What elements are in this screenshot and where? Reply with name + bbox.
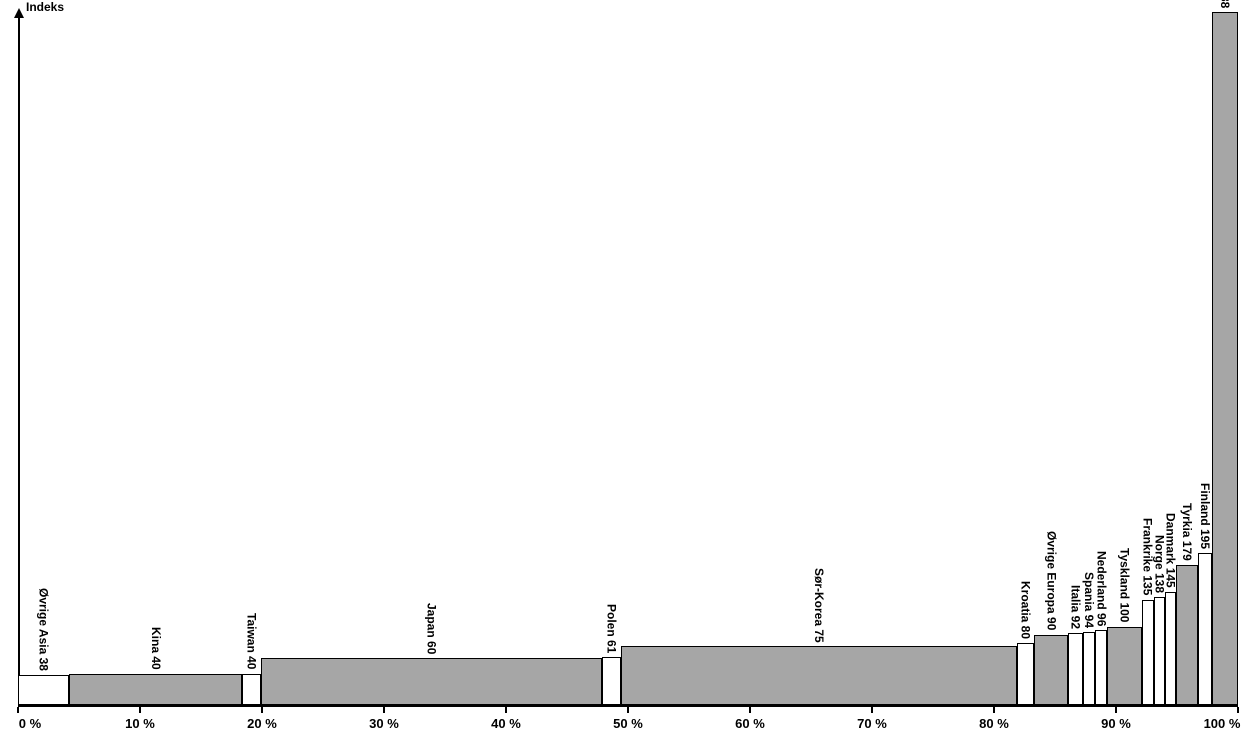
bar-label: Japan 60 bbox=[425, 603, 439, 654]
bar-label: Øvrige Europa 90 bbox=[1044, 531, 1058, 630]
bar bbox=[1095, 630, 1107, 705]
x-tick-label: 30 % bbox=[369, 716, 399, 731]
bar-label: Tyskland 100 bbox=[1118, 548, 1132, 622]
bar bbox=[602, 657, 620, 705]
bar-label: Sør-Korea 75 bbox=[812, 568, 826, 643]
bar-label: Italia 92 bbox=[1069, 585, 1083, 629]
bar bbox=[1017, 643, 1034, 705]
bar-label: Kina 40 bbox=[149, 627, 163, 670]
bar bbox=[69, 674, 242, 705]
x-tick-label: 100 % bbox=[1204, 716, 1241, 731]
x-tick bbox=[17, 707, 19, 713]
x-tick bbox=[139, 707, 141, 713]
bar bbox=[261, 658, 603, 705]
bar-label: USA 888 bbox=[1218, 0, 1232, 8]
bar bbox=[1034, 635, 1068, 705]
bar-label: Nederland 96 bbox=[1094, 551, 1108, 626]
x-tick-label: 60 % bbox=[735, 716, 765, 731]
x-tick bbox=[383, 707, 385, 713]
x-tick bbox=[1237, 707, 1239, 713]
x-tick-label: 40 % bbox=[491, 716, 521, 731]
bar bbox=[1068, 633, 1083, 705]
bar bbox=[1198, 553, 1213, 705]
bar bbox=[1154, 597, 1165, 705]
bar bbox=[242, 674, 260, 705]
bar-label: Taiwan 40 bbox=[245, 613, 259, 669]
bar bbox=[1083, 632, 1095, 705]
x-tick bbox=[261, 707, 263, 713]
x-tick-label: 80 % bbox=[979, 716, 1009, 731]
bar bbox=[621, 646, 1018, 705]
chart-container: Indeks 0 %10 %20 %30 %40 %50 %60 %70 %80… bbox=[0, 0, 1250, 741]
x-tick-label: 0 % bbox=[19, 716, 41, 731]
x-tick-label: 10 % bbox=[125, 716, 155, 731]
bar-label: Tyrkia 179 bbox=[1180, 503, 1194, 561]
bar bbox=[1142, 600, 1154, 705]
x-tick-label: 20 % bbox=[247, 716, 277, 731]
plot-area: 0 %10 %20 %30 %40 %50 %60 %70 %80 %90 %1… bbox=[18, 12, 1238, 707]
bar bbox=[1107, 627, 1141, 705]
bar-label: Øvrige Asia 38 bbox=[37, 588, 51, 671]
bar-label: Polen 61 bbox=[605, 604, 619, 653]
x-tick bbox=[993, 707, 995, 713]
x-tick bbox=[627, 707, 629, 713]
bar bbox=[18, 675, 69, 705]
bar bbox=[1165, 592, 1176, 705]
y-axis-arrow-icon bbox=[14, 8, 24, 18]
bar bbox=[1212, 12, 1238, 705]
x-tick bbox=[871, 707, 873, 713]
x-tick bbox=[1115, 707, 1117, 713]
x-tick-label: 50 % bbox=[613, 716, 643, 731]
y-axis-line bbox=[18, 12, 20, 707]
bar-label: Kroatia 80 bbox=[1019, 581, 1033, 639]
bar-label: Finland 195 bbox=[1198, 483, 1212, 549]
x-tick bbox=[505, 707, 507, 713]
x-tick-label: 90 % bbox=[1101, 716, 1131, 731]
x-tick-label: 70 % bbox=[857, 716, 887, 731]
bar bbox=[1176, 565, 1198, 705]
x-tick bbox=[749, 707, 751, 713]
